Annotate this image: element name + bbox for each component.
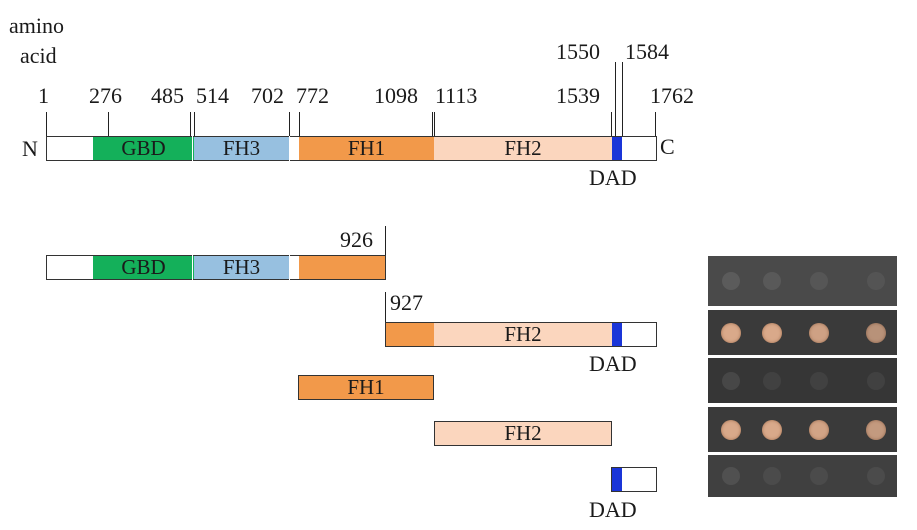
tick-1	[46, 112, 47, 136]
fh3-label-construct: FH3	[222, 255, 261, 279]
colony-spot	[809, 419, 829, 440]
c-terminus-label: C	[660, 134, 675, 159]
dad-label-full: DAD	[589, 165, 637, 190]
growth-panel-3	[708, 358, 897, 403]
growth-panel-5	[708, 455, 897, 497]
construct-fh2-bar: FH2	[434, 421, 612, 446]
tick-926	[385, 226, 386, 256]
fh2-domain	[434, 137, 612, 160]
tick-276	[108, 112, 109, 136]
dad-domain-construct	[612, 468, 622, 491]
position-1584: 1584	[625, 39, 669, 64]
tick-772	[299, 112, 300, 136]
tick-1098	[432, 112, 433, 136]
tick-1539	[611, 112, 612, 136]
fh1-domain	[299, 137, 434, 160]
n-terminus-label: N	[22, 136, 38, 161]
position-1: 1	[38, 83, 49, 108]
fh2-label-c-construct: FH2	[504, 322, 542, 346]
colony-spot	[763, 272, 781, 290]
position-1098: 1098	[374, 83, 418, 108]
colony-spot	[866, 419, 886, 440]
colony-spot	[810, 371, 828, 390]
dad-label-construct: DAD	[589, 497, 637, 522]
colony-spot	[722, 272, 740, 290]
position-1550: 1550	[556, 39, 600, 64]
colony-spot	[866, 322, 886, 343]
fh2-label: FH2	[504, 136, 542, 160]
fh3-domain-construct	[194, 256, 289, 279]
colony-spot	[721, 322, 741, 343]
growth-panel-2	[708, 310, 897, 355]
dad-label-c-construct: DAD	[589, 351, 637, 376]
gbd-label-construct: GBD	[121, 255, 166, 279]
position-485: 485	[151, 83, 184, 108]
position-514: 514	[196, 83, 229, 108]
fh3-label: FH3	[222, 136, 261, 160]
position-927: 927	[390, 290, 423, 315]
growth-panel-1	[708, 256, 897, 306]
colony-spot	[762, 419, 782, 440]
colony-spot	[722, 467, 740, 485]
colony-spot	[810, 272, 828, 290]
position-772: 772	[296, 83, 329, 108]
fh1-partial-construct	[299, 256, 385, 279]
colony-spot	[867, 467, 885, 485]
tick-927	[385, 292, 386, 322]
amino-acid-label-line2: acid	[20, 43, 57, 68]
construct-fh1-bar: FH1	[298, 375, 434, 400]
colony-spot	[763, 371, 781, 390]
colony-spot	[867, 371, 885, 390]
tick-485	[190, 112, 191, 136]
tick-1550	[615, 62, 616, 136]
colony-spot	[721, 419, 741, 440]
tick-1584	[622, 62, 623, 136]
fh1-partial-c-construct	[386, 323, 434, 346]
dad-domain	[612, 137, 622, 160]
fh2-label-construct: FH2	[504, 421, 542, 445]
position-1113: 1113	[435, 83, 478, 108]
fh1-label: FH1	[347, 136, 386, 160]
tick-1113	[434, 112, 435, 136]
colony-spot	[722, 371, 740, 390]
colony-spot	[809, 322, 829, 343]
dad-domain-c-construct	[612, 323, 622, 346]
fh2-domain-c-construct	[434, 323, 612, 346]
construct-n-terminal-bar: GBD FH3	[46, 255, 386, 280]
colony-spot	[762, 322, 782, 343]
construct-c-terminal-bar: FH2	[385, 322, 657, 347]
tick-702	[289, 112, 290, 136]
fh1-label-construct: FH1	[347, 375, 385, 399]
fh3-domain	[194, 137, 289, 160]
tick-1762	[655, 112, 656, 136]
colony-spot	[867, 272, 885, 290]
construct-dad-bar	[611, 467, 657, 492]
full-length-protein-bar: GBD FH3 FH1 FH2	[46, 136, 657, 161]
position-926: 926	[340, 227, 373, 252]
gbd-label: GBD	[121, 136, 166, 160]
tick-514	[194, 112, 195, 136]
position-1762: 1762	[650, 83, 694, 108]
position-1539: 1539	[556, 83, 600, 108]
position-702: 702	[251, 83, 284, 108]
position-276: 276	[89, 83, 122, 108]
amino-acid-label-line1: amino	[9, 13, 64, 38]
colony-spot	[763, 467, 781, 485]
growth-panel-4	[708, 407, 897, 452]
colony-spot	[810, 467, 828, 485]
